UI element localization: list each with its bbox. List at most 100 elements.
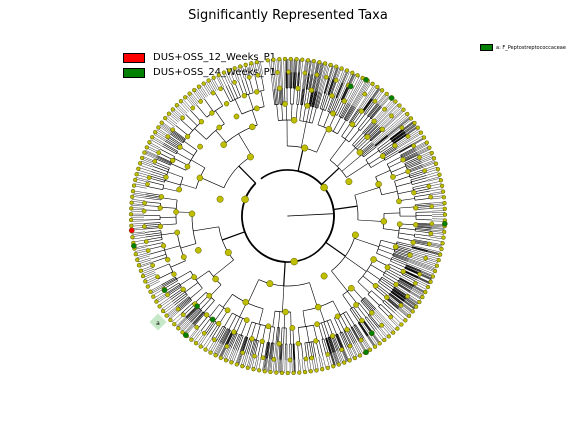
clade-marker-label: a [156,320,160,327]
clade-link [430,193,444,196]
taxon-node [146,175,152,180]
taxon-node [243,317,250,323]
taxon-node [290,257,298,266]
taxon-node [405,294,410,299]
taxon-node [196,84,202,89]
clade-link [374,330,383,342]
clade-link [144,227,161,230]
taxon-node [216,72,221,78]
clade-link [269,342,273,359]
clade-link [211,341,219,354]
taxon-node [417,299,422,305]
clade-link [215,110,225,124]
taxon-node [157,205,163,211]
clade-link [229,332,237,348]
clade-arc [335,333,338,336]
clade-arc [225,124,258,143]
clade-arc [404,266,406,269]
taxon-node [323,74,329,80]
clade-link [404,300,416,308]
clade-link [399,144,414,154]
clade-link [267,342,271,359]
taxon-node [379,153,386,160]
clade-link [145,236,162,241]
clade-link [413,242,429,247]
clade-link [306,358,309,372]
clade-link [339,72,352,100]
clade-link [376,252,392,260]
clade-link [412,183,429,188]
clade-link [221,231,246,241]
taxon-node [160,308,166,314]
clade-link [402,151,418,160]
taxon-node [333,77,339,83]
clade-link [327,337,334,353]
clade-link [156,157,172,165]
clade-link [266,342,270,359]
clade-link [384,150,399,159]
clade-link [260,74,265,91]
clade-link [365,317,376,331]
clade-link [145,234,162,238]
clade-link [317,92,323,109]
clade-link [413,138,425,146]
clade-link [406,126,418,134]
taxon-node [128,212,134,217]
clade-link [301,343,304,360]
clade-link [135,248,148,252]
taxon-node [211,75,216,80]
clade-link [131,231,145,234]
clade-arc [241,182,286,263]
clade-link [254,75,259,92]
clade-link [308,90,313,107]
clade-link [340,102,349,118]
clade-link [151,171,167,177]
clade-link [308,73,312,90]
clade-link [406,297,418,306]
taxon-node [254,89,260,95]
clade-link [268,342,272,359]
clade-link [276,104,279,121]
clade-link [390,260,406,268]
clade-link [374,309,395,332]
taxon-node [251,367,256,372]
clade-arc [188,121,202,136]
taxon-node [388,314,394,320]
clade-link [171,110,182,120]
clade-link [407,165,424,172]
taxon-node [311,58,316,64]
clade-link [251,339,256,356]
clade-arc [354,194,359,221]
clade-link [332,66,337,80]
clade-link [342,85,350,101]
clade-link [426,171,439,176]
taxon-node [410,239,416,246]
clade-link [187,307,200,321]
clade-link [159,299,171,308]
clade-link [324,77,330,94]
clade-link [278,343,281,360]
taxon-node [320,272,328,280]
taxon-node [289,325,296,331]
clade-link [200,317,211,331]
clade-arc [392,253,394,256]
clade-link [176,296,189,308]
clade-link [387,118,411,137]
taxon-node [203,347,208,352]
taxon-node [440,189,446,194]
clade-arc [353,324,356,327]
clade-link [199,177,225,189]
clade-link [415,230,432,234]
taxon-node [432,268,438,274]
clade-arc [391,140,393,143]
clade-link [294,59,296,73]
taxon-node [184,133,191,140]
clade-link [396,243,413,248]
taxon-node [170,107,175,112]
clade-arc [365,316,367,319]
taxon-node [154,299,159,304]
clade-link [359,322,369,336]
taxon-node [442,206,447,211]
clade-link [373,287,387,299]
taxon-node [193,341,199,346]
